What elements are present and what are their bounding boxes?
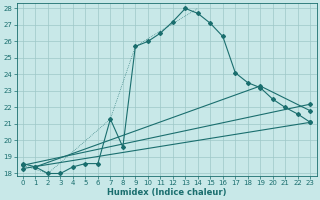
X-axis label: Humidex (Indice chaleur): Humidex (Indice chaleur) bbox=[107, 188, 226, 197]
